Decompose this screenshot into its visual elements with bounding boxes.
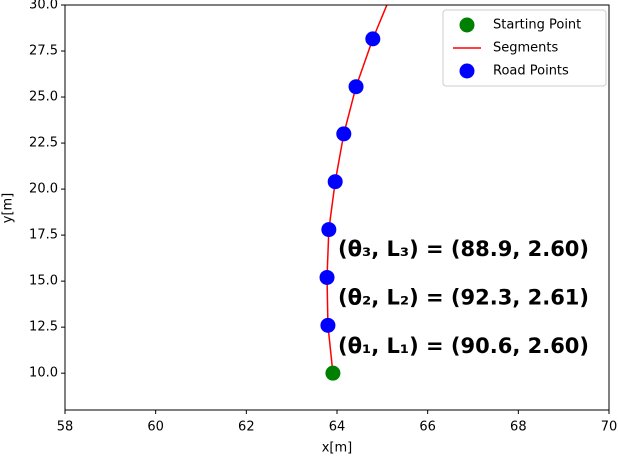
point <box>327 174 343 190</box>
annotation: (θ₁, L₁) = (90.6, 2.60) <box>338 334 589 358</box>
y-tick-label: 20.0 <box>29 182 58 197</box>
point <box>336 126 352 142</box>
annotation: (θ₃, L₃) = (88.9, 2.60) <box>338 237 589 261</box>
legend-swatch <box>459 17 475 33</box>
x-tick-label: 70 <box>601 420 618 435</box>
plot-frame <box>64 4 610 411</box>
y-tick-label: 10.0 <box>29 366 58 381</box>
point <box>348 79 364 95</box>
x-tick-label: 64 <box>329 420 346 435</box>
y-tick-label: 25.0 <box>29 90 58 105</box>
x-tick-label: 62 <box>238 420 255 435</box>
x-tick-label: 60 <box>147 420 164 435</box>
point <box>365 31 381 47</box>
x-tick-label: 68 <box>510 420 527 435</box>
legend-label: Starting Point <box>493 18 581 33</box>
annotation: (θ₂, L₂) = (92.3, 2.61) <box>338 286 589 310</box>
y-tick-label: 22.5 <box>29 136 58 151</box>
legend-label: Segments <box>493 41 559 56</box>
legend-box <box>442 9 607 87</box>
y-tick-label: 15.0 <box>29 274 58 289</box>
legend-swatch <box>459 63 475 79</box>
x-tick-label: 58 <box>57 420 74 435</box>
point <box>321 222 337 238</box>
point <box>319 269 335 285</box>
y-tick-label: 17.5 <box>29 228 58 243</box>
y-tick-label: 30.0 <box>29 0 58 13</box>
x-tick-label: 66 <box>419 420 436 435</box>
legend-label: Road Points <box>493 64 569 79</box>
point <box>325 365 341 381</box>
y-tick-label: 27.5 <box>29 44 58 59</box>
point <box>320 317 336 333</box>
x-axis-label: x[m] <box>322 441 353 456</box>
y-axis-label: y[m] <box>1 193 16 224</box>
y-tick-label: 12.5 <box>29 320 58 335</box>
